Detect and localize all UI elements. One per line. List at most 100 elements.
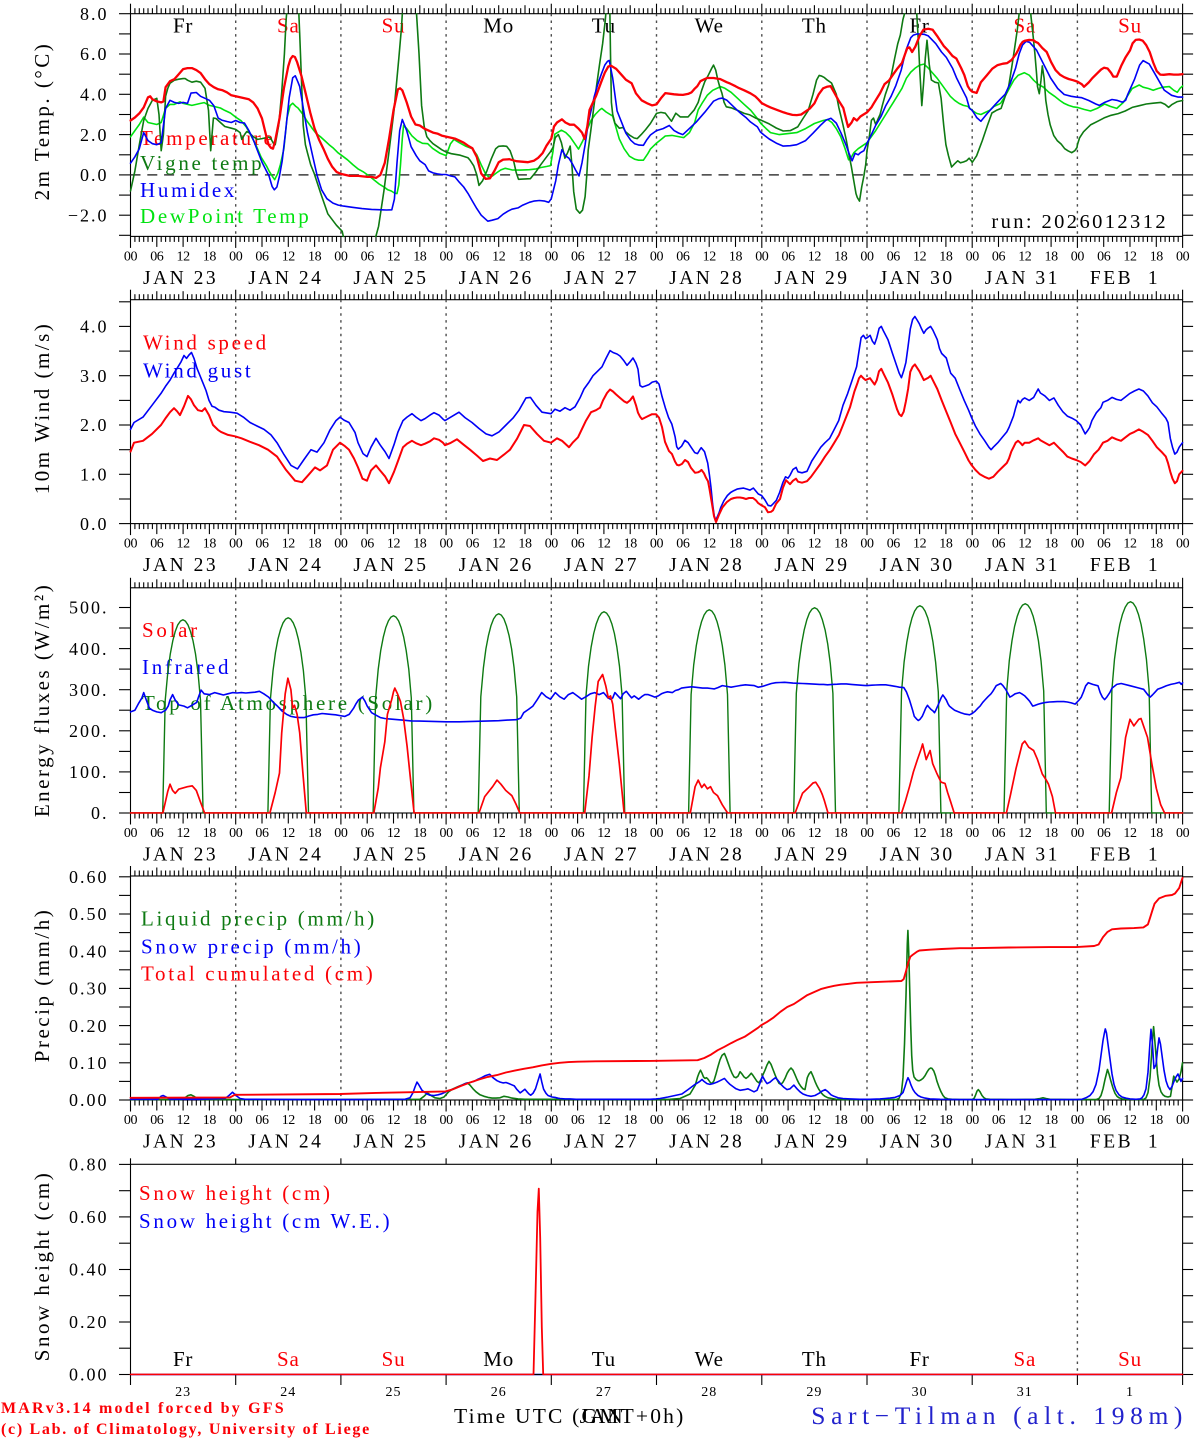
svg-text:0.00: 0.00 xyxy=(69,1365,109,1385)
svg-text:06: 06 xyxy=(361,826,375,841)
svg-text:Wind gust: Wind gust xyxy=(143,359,253,383)
svg-text:12: 12 xyxy=(1123,249,1137,264)
svg-text:00: 00 xyxy=(966,249,980,264)
svg-text:JAN 23: JAN 23 xyxy=(143,845,218,866)
svg-text:12: 12 xyxy=(913,249,927,264)
svg-text:MARv3.14 model forced by GFS: MARv3.14 model forced by GFS xyxy=(1,1400,286,1417)
svg-text:(c) Lab. of Climatology, Unive: (c) Lab. of Climatology, University of L… xyxy=(1,1421,371,1438)
svg-text:18: 18 xyxy=(834,249,848,264)
svg-text:12: 12 xyxy=(808,537,822,552)
svg-text:12: 12 xyxy=(913,537,927,552)
svg-text:4.0: 4.0 xyxy=(80,317,109,337)
svg-text:Th: Th xyxy=(802,14,827,38)
svg-text:Th: Th xyxy=(802,1347,827,1371)
svg-text:00: 00 xyxy=(439,826,453,841)
svg-text:00: 00 xyxy=(124,1113,138,1128)
svg-text:25: 25 xyxy=(386,1385,402,1400)
svg-text:FEB 1: FEB 1 xyxy=(1090,1132,1160,1153)
svg-text:12: 12 xyxy=(282,1113,296,1128)
svg-text:Sa: Sa xyxy=(277,14,300,38)
svg-text:18: 18 xyxy=(729,537,743,552)
svg-text:00: 00 xyxy=(334,249,348,264)
svg-text:18: 18 xyxy=(624,537,638,552)
svg-text:Mo: Mo xyxy=(483,1347,514,1371)
svg-text:18: 18 xyxy=(939,826,953,841)
svg-text:18: 18 xyxy=(308,826,322,841)
svg-text:0.40: 0.40 xyxy=(69,1260,109,1280)
svg-text:2.0: 2.0 xyxy=(80,415,109,435)
svg-text:00: 00 xyxy=(124,826,138,841)
svg-text:00: 00 xyxy=(334,826,348,841)
svg-text:JAN 24: JAN 24 xyxy=(248,1132,323,1153)
svg-text:06: 06 xyxy=(571,826,585,841)
svg-text:00: 00 xyxy=(229,1113,243,1128)
svg-text:18: 18 xyxy=(729,1113,743,1128)
svg-text:JAN 31: JAN 31 xyxy=(985,845,1060,866)
svg-text:run: 2026012312: run: 2026012312 xyxy=(991,211,1168,233)
svg-text:Liquid precip (mm/h): Liquid precip (mm/h) xyxy=(141,907,377,931)
svg-text:FEB 1: FEB 1 xyxy=(1090,555,1160,576)
svg-text:00: 00 xyxy=(545,826,559,841)
svg-text:06: 06 xyxy=(150,537,164,552)
svg-text:18: 18 xyxy=(729,249,743,264)
svg-text:JAN 29: JAN 29 xyxy=(774,555,849,576)
svg-text:0.0: 0.0 xyxy=(80,514,109,534)
svg-text:18: 18 xyxy=(518,826,532,841)
svg-text:JAN 31: JAN 31 xyxy=(985,555,1060,576)
svg-text:18: 18 xyxy=(834,1113,848,1128)
svg-text:400.: 400. xyxy=(69,639,109,659)
svg-text:Top of Atmosphere (Solar): Top of Atmosphere (Solar) xyxy=(142,691,435,715)
svg-text:00: 00 xyxy=(966,1113,980,1128)
svg-text:18: 18 xyxy=(203,537,217,552)
svg-text:06: 06 xyxy=(676,826,690,841)
svg-text:18: 18 xyxy=(308,1113,322,1128)
svg-text:Snow height (cm): Snow height (cm) xyxy=(30,1171,54,1361)
svg-text:28: 28 xyxy=(701,1385,717,1400)
svg-text:06: 06 xyxy=(361,249,375,264)
svg-text:Sart−Tilman (alt. 198m): Sart−Tilman (alt. 198m) xyxy=(811,1401,1188,1430)
svg-text:12: 12 xyxy=(808,249,822,264)
svg-text:JAN: JAN xyxy=(580,1404,625,1428)
svg-text:Snow precip (mm/h): Snow precip (mm/h) xyxy=(141,935,363,959)
svg-text:JAN 29: JAN 29 xyxy=(774,268,849,289)
svg-text:Precip (mm/h): Precip (mm/h) xyxy=(30,908,54,1062)
svg-text:18: 18 xyxy=(1044,249,1058,264)
svg-text:00: 00 xyxy=(1176,826,1190,841)
svg-text:00: 00 xyxy=(229,249,243,264)
svg-text:06: 06 xyxy=(150,1113,164,1128)
svg-text:18: 18 xyxy=(518,249,532,264)
svg-text:0.60: 0.60 xyxy=(69,1207,109,1227)
svg-text:Time UTC (GMT+0h): Time UTC (GMT+0h) xyxy=(454,1404,686,1428)
svg-text:00: 00 xyxy=(439,1113,453,1128)
svg-text:18: 18 xyxy=(413,1113,427,1128)
svg-text:18: 18 xyxy=(939,537,953,552)
svg-text:12: 12 xyxy=(1018,249,1032,264)
svg-text:0.60: 0.60 xyxy=(69,867,109,887)
svg-text:8.0: 8.0 xyxy=(80,4,109,24)
svg-text:06: 06 xyxy=(1097,537,1111,552)
svg-text:00: 00 xyxy=(650,249,664,264)
svg-text:00: 00 xyxy=(439,249,453,264)
svg-text:500.: 500. xyxy=(69,598,109,618)
svg-text:18: 18 xyxy=(624,1113,638,1128)
svg-text:We: We xyxy=(695,14,724,38)
svg-text:0.0: 0.0 xyxy=(80,165,109,185)
svg-text:06: 06 xyxy=(361,537,375,552)
svg-text:12: 12 xyxy=(1018,826,1032,841)
svg-text:06: 06 xyxy=(150,826,164,841)
svg-text:06: 06 xyxy=(466,249,480,264)
svg-text:18: 18 xyxy=(203,249,217,264)
svg-text:Total cumulated (cm): Total cumulated (cm) xyxy=(141,962,375,986)
svg-text:18: 18 xyxy=(308,537,322,552)
svg-text:18: 18 xyxy=(518,537,532,552)
svg-text:Infrared: Infrared xyxy=(142,655,231,679)
svg-text:18: 18 xyxy=(203,826,217,841)
svg-text:12: 12 xyxy=(913,1113,927,1128)
svg-text:06: 06 xyxy=(255,826,269,841)
svg-text:JAN 26: JAN 26 xyxy=(459,845,534,866)
svg-text:06: 06 xyxy=(781,537,795,552)
svg-text:00: 00 xyxy=(650,537,664,552)
svg-text:00: 00 xyxy=(966,826,980,841)
svg-text:06: 06 xyxy=(992,826,1006,841)
svg-text:00: 00 xyxy=(650,826,664,841)
